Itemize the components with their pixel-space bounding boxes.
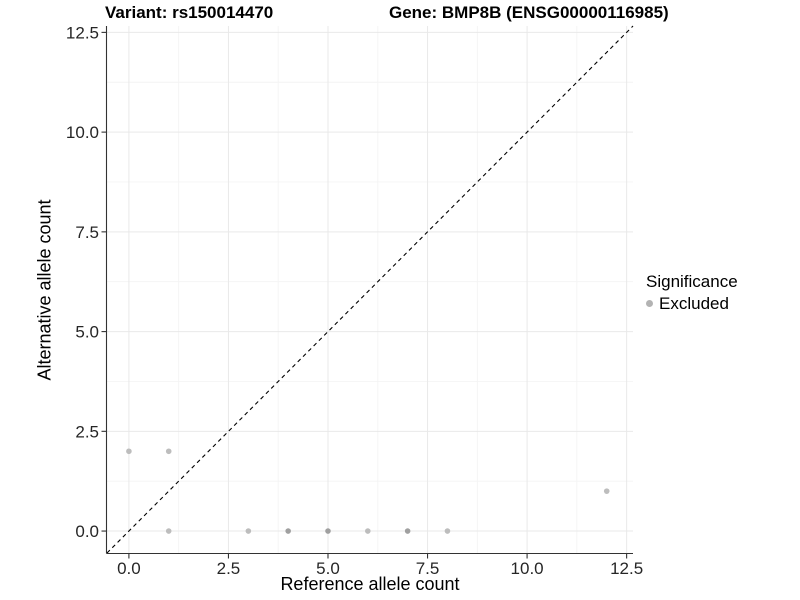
x-tick-label: 2.5	[217, 559, 241, 578]
x-tick-label: 5.0	[316, 559, 340, 578]
data-point	[444, 528, 451, 534]
x-tick-label: 10.0	[511, 559, 544, 578]
gene-title: Gene: BMP8B (ENSG00000116985)	[389, 3, 669, 22]
x-tick-label: 7.5	[416, 559, 440, 578]
y-tick-label: 5.0	[75, 323, 99, 342]
legend-key-dot	[646, 300, 653, 307]
y-tick-label: 0.0	[75, 522, 99, 541]
legend-title: Significance	[646, 272, 738, 291]
data-point	[245, 528, 252, 534]
y-tick-label: 12.5	[66, 23, 99, 42]
x-axis-title: Reference allele count	[280, 574, 460, 594]
identity-line	[106, 25, 634, 554]
y-tick-label: 2.5	[75, 422, 99, 441]
x-tick-label: 12.5	[610, 559, 643, 578]
legend-items: Excluded	[646, 295, 738, 312]
y-tick-label: 7.5	[75, 223, 99, 242]
data-point	[126, 448, 132, 455]
x-tick-label: 0.0	[117, 559, 141, 578]
data-point	[603, 488, 610, 494]
legend-item: Excluded	[646, 295, 738, 312]
legend-item-label: Excluded	[659, 294, 729, 313]
data-point	[285, 528, 291, 534]
y-tick-label: 10.0	[66, 123, 99, 142]
data-point	[165, 448, 172, 455]
data-point	[365, 528, 371, 534]
data-point	[165, 528, 172, 534]
variant-title: Variant: rs150014470	[105, 3, 274, 22]
data-point	[404, 528, 411, 534]
data-point	[325, 528, 331, 534]
y-axis-title: Alternative allele count	[34, 199, 55, 381]
legend: Significance Excluded	[646, 272, 738, 312]
